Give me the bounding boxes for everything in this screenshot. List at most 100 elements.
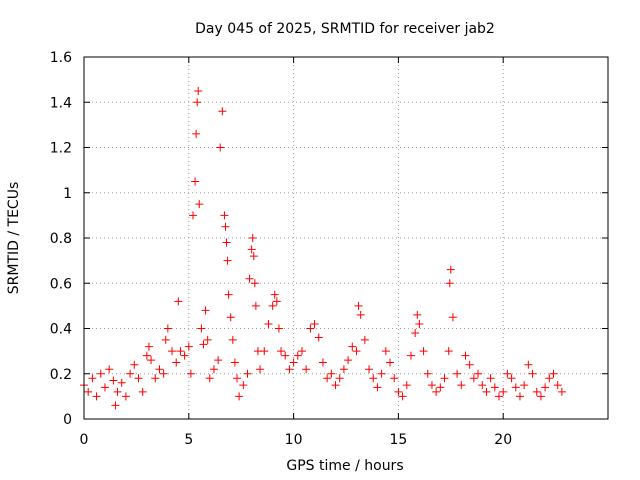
- data-point: [413, 310, 422, 319]
- data-point: [474, 369, 483, 378]
- data-point: [113, 387, 122, 396]
- data-point: [339, 365, 348, 374]
- data-point: [448, 313, 457, 322]
- data-point: [159, 369, 168, 378]
- data-point: [172, 358, 181, 367]
- data-point: [203, 335, 212, 344]
- data-point: [432, 387, 441, 396]
- data-point: [221, 222, 230, 231]
- data-point: [250, 279, 259, 288]
- data-point: [461, 351, 470, 360]
- data-point: [218, 107, 227, 116]
- data-point: [348, 342, 357, 351]
- data-point: [151, 374, 160, 383]
- data-point: [209, 365, 218, 374]
- data-point: [92, 392, 101, 401]
- data-point: [306, 324, 315, 333]
- data-point: [264, 319, 273, 328]
- data-point: [486, 374, 495, 383]
- data-point: [444, 347, 453, 356]
- data-point: [394, 387, 403, 396]
- data-point: [536, 392, 545, 401]
- data-point: [335, 374, 344, 383]
- data-point: [224, 290, 233, 299]
- data-point: [126, 369, 135, 378]
- data-point: [248, 234, 257, 242]
- data-point: [356, 310, 365, 319]
- data-point: [245, 274, 254, 283]
- data-point: [310, 319, 319, 328]
- data-point: [318, 358, 327, 367]
- data-point: [415, 319, 424, 328]
- data-point: [256, 365, 265, 374]
- data-point: [84, 387, 93, 396]
- data-point: [553, 381, 562, 390]
- data-point: [406, 351, 415, 360]
- data-point: [222, 238, 231, 247]
- data-point: [390, 374, 399, 383]
- data-point: [545, 374, 554, 383]
- data-point: [260, 347, 269, 356]
- data-point: [520, 381, 529, 390]
- data-point: [344, 356, 353, 365]
- data-point: [161, 335, 170, 344]
- data-point: [323, 374, 332, 383]
- data-point: [193, 98, 202, 107]
- y-tick-label: 1.4: [50, 95, 72, 111]
- data-point: [402, 381, 411, 390]
- data-point: [163, 324, 172, 333]
- data-point: [155, 365, 164, 374]
- data-point: [100, 383, 109, 392]
- data-point: [134, 374, 143, 383]
- data-point: [174, 297, 183, 306]
- data-point: [331, 381, 340, 390]
- data-point: [186, 369, 195, 378]
- chart-title: Day 045 of 2025, SRMTID for receiver jab…: [195, 21, 495, 37]
- data-point: [147, 356, 156, 365]
- x-tick-label: 5: [184, 432, 193, 448]
- data-point: [270, 290, 279, 299]
- data-point: [96, 369, 105, 378]
- x-tick-label: 20: [494, 432, 512, 448]
- data-point: [360, 335, 369, 344]
- data-point: [138, 387, 147, 396]
- data-point: [277, 347, 286, 356]
- data-point: [457, 381, 466, 390]
- data-point: [398, 392, 407, 401]
- data-point: [188, 211, 197, 220]
- data-point: [111, 401, 120, 410]
- data-point: [386, 358, 395, 367]
- data-point: [302, 365, 311, 374]
- data-point: [184, 342, 193, 351]
- data-point: [194, 86, 203, 95]
- data-point: [507, 374, 516, 383]
- data-point: [445, 279, 454, 288]
- data-point: [285, 365, 294, 374]
- y-tick-label: 1.6: [50, 50, 72, 66]
- data-point: [369, 374, 378, 383]
- y-tick-label: 0.4: [50, 322, 72, 338]
- data-point: [557, 387, 566, 396]
- axes: 0 0.2 0.4 0.6 0.8 1 1.2 1.4 1.6 0 5 10 15 20: [50, 50, 609, 448]
- data-point: [365, 365, 374, 374]
- data-point: [440, 374, 449, 383]
- data-point: [490, 383, 499, 392]
- data-point: [289, 358, 298, 367]
- data-point: [197, 324, 206, 333]
- data-point: [117, 378, 126, 387]
- data-point: [230, 358, 239, 367]
- y-tick-label: 0.8: [50, 231, 72, 247]
- y-tick-label: 0.2: [50, 367, 72, 383]
- data-point: [228, 335, 237, 344]
- data-point: [144, 342, 153, 351]
- data-point: [511, 383, 520, 392]
- data-point: [352, 347, 361, 356]
- data-point: [249, 252, 258, 261]
- data-point: [192, 129, 201, 138]
- data-point: [314, 333, 323, 342]
- data-point: [180, 351, 189, 360]
- x-tick-label: 10: [285, 432, 303, 448]
- data-point: [201, 306, 210, 315]
- data-point: [515, 392, 524, 401]
- data-point: [199, 340, 208, 349]
